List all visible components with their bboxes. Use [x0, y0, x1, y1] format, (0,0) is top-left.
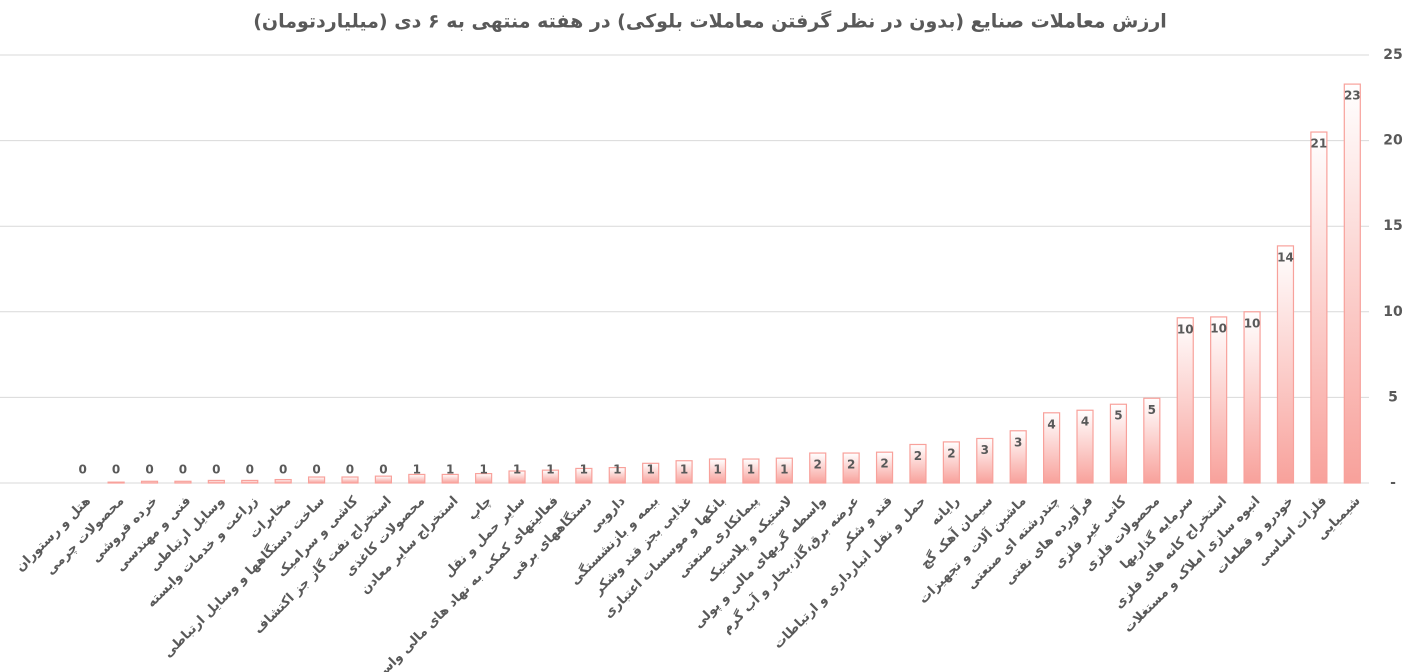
- value-label: 1: [513, 463, 521, 477]
- bar: [541, 469, 560, 484]
- value-label: 10: [1244, 316, 1261, 330]
- bar: [708, 458, 727, 484]
- value-label: 21: [1311, 137, 1328, 151]
- value-label: 2: [880, 457, 888, 471]
- x-tick-label: چاپ: [465, 494, 495, 524]
- bar: [775, 457, 793, 484]
- value-label: 0: [312, 463, 320, 477]
- value-label: 0: [79, 463, 87, 477]
- y-tick-label: 5: [1388, 389, 1398, 405]
- bar: [441, 473, 459, 484]
- value-label: 2: [947, 446, 955, 460]
- value-label: 1: [446, 463, 454, 477]
- bar: [675, 460, 693, 484]
- value-label: 1: [546, 463, 554, 477]
- bar: [809, 452, 827, 484]
- bar: [976, 437, 994, 484]
- bar: [1076, 409, 1094, 484]
- value-label: 0: [112, 463, 120, 477]
- bar: [1310, 131, 1328, 484]
- value-label: 10: [1210, 321, 1227, 335]
- bar: [241, 479, 259, 484]
- value-label: 0: [145, 463, 153, 477]
- bar: [1343, 83, 1361, 484]
- bar: [341, 476, 359, 484]
- y-tick-label: -: [1390, 475, 1396, 491]
- value-label: 0: [212, 463, 220, 477]
- bar: [1276, 245, 1295, 484]
- value-label: 0: [246, 463, 254, 477]
- value-label: 0: [379, 463, 387, 477]
- bar: [875, 451, 894, 484]
- bar: [1043, 412, 1061, 484]
- bar: [1176, 317, 1194, 484]
- value-label: 5: [1114, 409, 1122, 423]
- bar: [1109, 403, 1128, 484]
- value-label: 4: [1047, 417, 1055, 431]
- value-label: 1: [780, 463, 788, 477]
- value-label: 2: [914, 449, 922, 463]
- value-label: 1: [413, 463, 421, 477]
- value-label: 5: [1148, 403, 1156, 417]
- bar: [374, 475, 392, 484]
- value-label: 1: [747, 463, 755, 477]
- value-label: 1: [646, 463, 654, 477]
- value-label: 0: [279, 463, 287, 477]
- bar: [274, 478, 292, 484]
- bar: [508, 470, 526, 484]
- value-label: 1: [680, 463, 688, 477]
- bar: [408, 473, 426, 484]
- value-label: 23: [1344, 89, 1361, 103]
- bar: [475, 472, 493, 484]
- bar: [742, 458, 760, 484]
- y-tick-label: 10: [1383, 304, 1403, 320]
- bar: [842, 452, 860, 484]
- y-tick-label: 15: [1383, 218, 1402, 234]
- bar: [1210, 316, 1228, 484]
- value-label: 0: [346, 463, 354, 477]
- bar: [307, 476, 326, 484]
- value-label: 3: [1014, 435, 1022, 449]
- bar: [140, 480, 159, 484]
- y-tick-label: 20: [1383, 133, 1403, 149]
- value-label: 10: [1177, 322, 1194, 336]
- bar: [942, 441, 960, 484]
- bar: [207, 479, 225, 484]
- y-tick-label: 25: [1383, 47, 1402, 63]
- bar: [174, 480, 192, 484]
- value-label: 3: [981, 443, 989, 457]
- value-label: 0: [179, 463, 187, 477]
- value-label: 1: [580, 463, 588, 477]
- value-label: 2: [814, 458, 822, 472]
- bar: [1243, 311, 1261, 484]
- bar: [1009, 430, 1027, 484]
- value-label: 1: [613, 463, 621, 477]
- bar: [1143, 397, 1161, 484]
- value-label: 4: [1081, 415, 1089, 429]
- value-label: 14: [1277, 250, 1294, 264]
- value-label: 1: [479, 463, 487, 477]
- chart-title: ارزش معاملات صنایع (بدون در نظر گرفتن مع…: [253, 10, 1167, 33]
- value-label: 2: [847, 458, 855, 472]
- value-label: 1: [713, 463, 721, 477]
- bar: [642, 462, 660, 484]
- bar: [575, 467, 593, 484]
- bar: [107, 481, 125, 484]
- bar: [608, 466, 626, 484]
- bar: [909, 443, 927, 484]
